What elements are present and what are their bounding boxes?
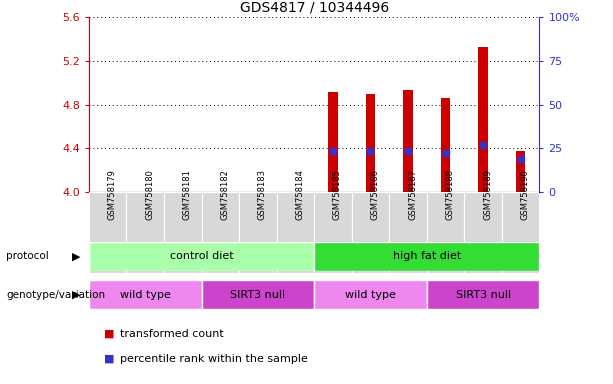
Text: protocol: protocol bbox=[6, 251, 49, 262]
Bar bbox=[502, 192, 539, 273]
Text: ■: ■ bbox=[104, 354, 115, 364]
Bar bbox=[441, 98, 451, 192]
Bar bbox=[427, 280, 539, 309]
Text: GSM758190: GSM758190 bbox=[520, 169, 530, 220]
Text: wild type: wild type bbox=[345, 290, 396, 300]
Text: GSM758188: GSM758188 bbox=[446, 169, 455, 220]
Bar bbox=[239, 192, 276, 273]
Bar bbox=[276, 192, 314, 273]
Text: ▶: ▶ bbox=[72, 290, 81, 300]
Text: control diet: control diet bbox=[170, 251, 234, 262]
Bar bbox=[366, 94, 375, 192]
Text: high fat diet: high fat diet bbox=[393, 251, 461, 262]
Bar bbox=[478, 47, 488, 192]
Text: genotype/variation: genotype/variation bbox=[6, 290, 105, 300]
Bar bbox=[314, 192, 352, 273]
Text: ▶: ▶ bbox=[72, 251, 81, 262]
Bar bbox=[126, 192, 164, 273]
Bar bbox=[314, 280, 427, 309]
Bar bbox=[427, 192, 465, 273]
Bar bbox=[389, 192, 427, 273]
Bar bbox=[328, 91, 338, 192]
Text: SIRT3 null: SIRT3 null bbox=[455, 290, 511, 300]
Text: GSM758185: GSM758185 bbox=[333, 169, 342, 220]
Text: GSM758186: GSM758186 bbox=[370, 169, 379, 220]
Bar bbox=[516, 151, 525, 192]
Text: GSM758184: GSM758184 bbox=[295, 169, 305, 220]
Text: percentile rank within the sample: percentile rank within the sample bbox=[120, 354, 307, 364]
Text: GSM758181: GSM758181 bbox=[183, 169, 192, 220]
Text: wild type: wild type bbox=[120, 290, 170, 300]
Bar bbox=[89, 192, 126, 273]
Bar bbox=[164, 192, 202, 273]
Bar bbox=[403, 91, 413, 192]
Text: transformed count: transformed count bbox=[120, 329, 223, 339]
Text: GSM758182: GSM758182 bbox=[220, 169, 229, 220]
Bar bbox=[202, 192, 239, 273]
Title: GDS4817 / 10344496: GDS4817 / 10344496 bbox=[240, 1, 389, 15]
Text: GSM758180: GSM758180 bbox=[145, 169, 154, 220]
Text: GSM758187: GSM758187 bbox=[408, 169, 417, 220]
Text: GSM758183: GSM758183 bbox=[258, 169, 267, 220]
Bar bbox=[89, 242, 314, 271]
Bar bbox=[202, 280, 314, 309]
Bar bbox=[89, 280, 202, 309]
Text: SIRT3 null: SIRT3 null bbox=[230, 290, 286, 300]
Bar bbox=[465, 192, 502, 273]
Text: GSM758179: GSM758179 bbox=[108, 169, 116, 220]
Bar bbox=[314, 242, 539, 271]
Text: GSM758189: GSM758189 bbox=[483, 169, 492, 220]
Bar bbox=[352, 192, 389, 273]
Text: ■: ■ bbox=[104, 329, 115, 339]
